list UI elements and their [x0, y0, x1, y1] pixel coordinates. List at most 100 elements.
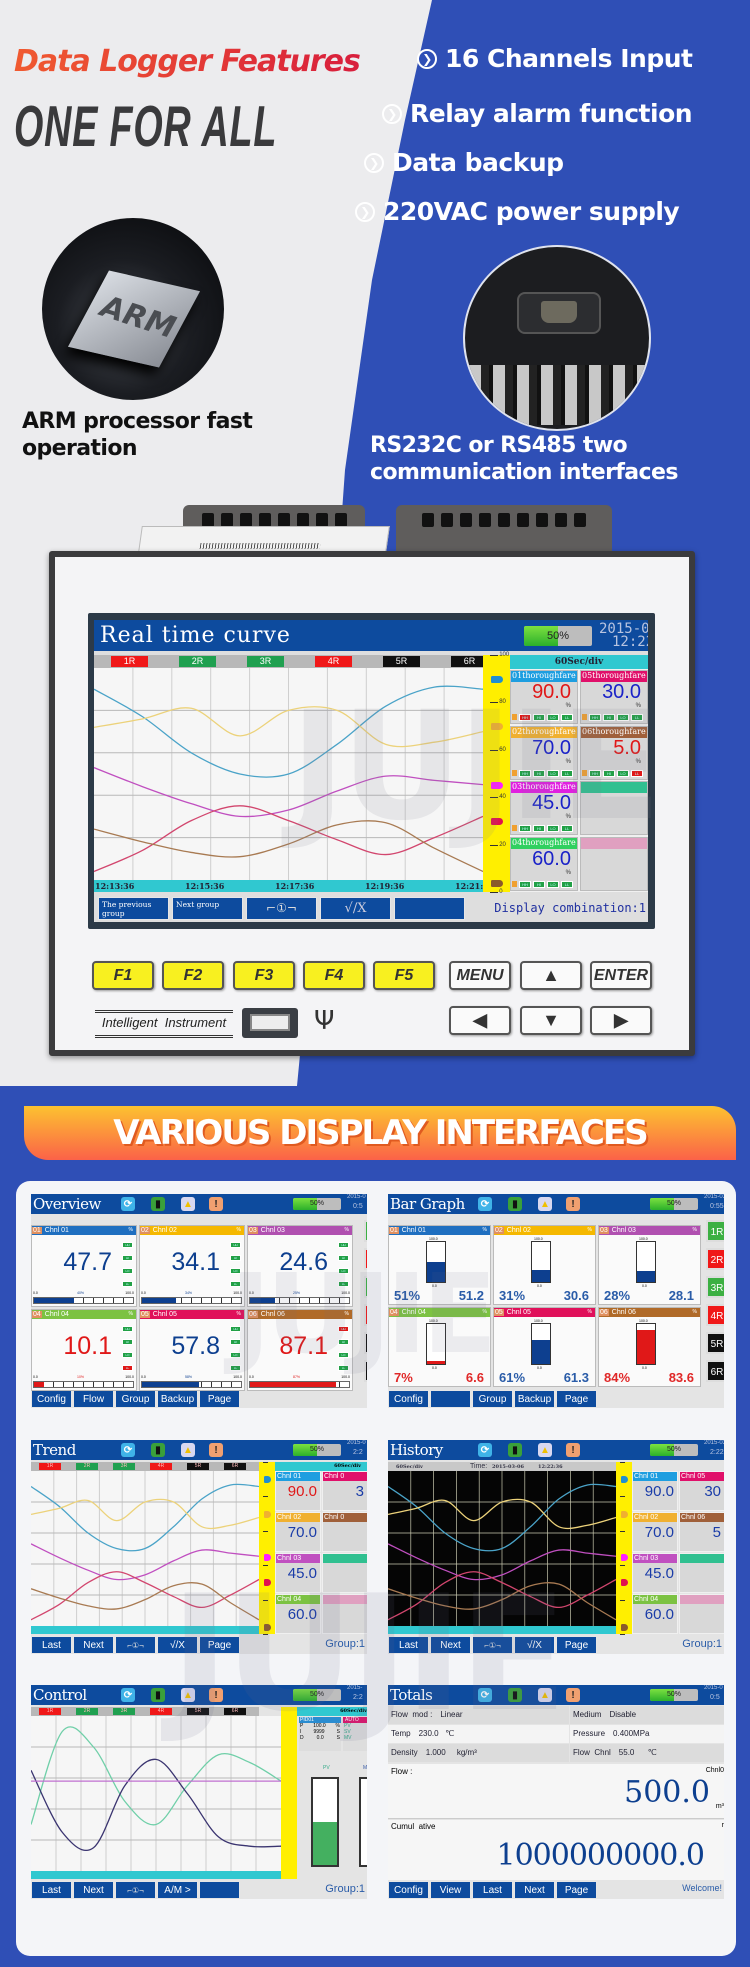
relay-indicator: 1R	[111, 656, 148, 667]
range-max: 100.0	[233, 1291, 242, 1295]
page-button[interactable]: Page	[556, 1881, 597, 1899]
group-button[interactable]: Group	[115, 1390, 156, 1408]
screen-title: Control	[33, 1686, 87, 1704]
trend-curve	[94, 805, 483, 873]
channel-card: Chnl 06 5	[679, 1512, 724, 1552]
page-button[interactable]: Page	[199, 1636, 240, 1654]
last-button[interactable]: Last	[31, 1881, 72, 1899]
next-button[interactable]: Next	[430, 1636, 471, 1654]
channel-name: 03thoroughfare	[511, 782, 577, 793]
config-button[interactable]: Config	[388, 1390, 429, 1408]
blank-button[interactable]: ⌐①¬	[115, 1636, 156, 1654]
function-key[interactable]: F1	[92, 961, 154, 990]
trend-curve	[388, 1543, 616, 1581]
battery-indicator: 50%	[293, 1444, 341, 1456]
control-mode[interactable]: AUTO	[343, 1717, 367, 1723]
channel-index: 02	[494, 1227, 504, 1234]
channel-card: Chnl 03 45.0	[275, 1553, 321, 1593]
softkey-button[interactable]	[394, 897, 465, 920]
page-button[interactable]: Page	[556, 1390, 597, 1408]
channel-value: 24.6	[279, 1248, 328, 1276]
enter-key[interactable]: ENTER	[590, 961, 652, 990]
battery-label: 50%	[666, 1691, 681, 1698]
last-button[interactable]: Last	[472, 1881, 513, 1899]
button-label: √/X	[527, 1639, 542, 1651]
channel-card: Chnl 02 70.0	[632, 1512, 678, 1552]
vent-slot	[315, 513, 328, 527]
relay-indicator: 5R	[364, 1332, 367, 1354]
series-end-marker	[620, 1579, 628, 1587]
channel-card: Chnl 01 90.0	[632, 1471, 678, 1511]
relay-indicator: 6R	[364, 1360, 367, 1382]
channel-name: Chnl 01	[276, 1472, 320, 1481]
screen-header: Bar Graph ⟳ ▮ ▲! 50% 2015-03-0 0:55:2	[388, 1194, 724, 1214]
field-label: Temp	[391, 1729, 411, 1738]
percent-label: 10%	[77, 1375, 85, 1379]
blank-button[interactable]: ⌐①¬	[472, 1636, 513, 1654]
channel-card	[580, 836, 648, 891]
channel-card	[679, 1553, 724, 1593]
alarm-tag: LL	[561, 880, 573, 888]
last-button[interactable]: Last	[388, 1636, 429, 1654]
relay-status-row: 1R 2R 3R 4R 5R 6R	[94, 655, 488, 668]
series-end-marker	[620, 1553, 628, 1561]
channel-name: Chnl 03	[276, 1554, 320, 1563]
alarm-tag: HH	[589, 714, 601, 721]
vent-slot	[555, 513, 567, 527]
channel-name: Chnl 03	[633, 1554, 677, 1563]
next-button[interactable]: Next	[73, 1636, 114, 1654]
next-button[interactable]: Next	[514, 1881, 555, 1899]
softkey-button[interactable]: Next group	[172, 897, 243, 920]
warning-icon: !	[566, 1688, 580, 1702]
button-label: Flow	[82, 1393, 105, 1405]
page-button[interactable]: Page	[199, 1390, 240, 1408]
backup-button[interactable]: Backup	[157, 1390, 198, 1408]
x-button[interactable]: √/X	[157, 1636, 198, 1654]
blank-button[interactable]	[199, 1881, 240, 1899]
softkey-button[interactable]: The previous group	[98, 897, 169, 920]
down-arrow-key[interactable]: ▼	[520, 1006, 582, 1035]
y-tick-mark	[620, 1599, 625, 1601]
brand-label: Intelligent Instrument	[95, 1010, 233, 1038]
function-key[interactable]: F4	[303, 961, 365, 990]
softkey-button[interactable]: √/X	[320, 897, 391, 920]
x-button[interactable]: √/X	[514, 1636, 555, 1654]
config-button[interactable]: Config	[31, 1390, 72, 1408]
menu-key[interactable]: MENU	[449, 961, 511, 990]
group-button[interactable]: Group	[472, 1390, 513, 1408]
usb-icon: Ψ	[314, 1006, 335, 1036]
channel-name: Chnl 02	[633, 1513, 677, 1522]
backup-button[interactable]: Backup	[514, 1390, 555, 1408]
y-tick-mark	[489, 844, 498, 846]
function-key[interactable]: F5	[373, 961, 435, 990]
blank-button[interactable]	[430, 1390, 471, 1408]
right-arrow-key[interactable]: ▶	[590, 1006, 652, 1035]
function-key[interactable]: F3	[233, 961, 295, 990]
next-button[interactable]: Next	[73, 1881, 114, 1899]
cumulative-label: Cumul ative	[391, 1822, 436, 1831]
function-key[interactable]: F2	[162, 961, 224, 990]
softkey-button[interactable]: ⌐①¬	[246, 897, 317, 920]
screen-title: History	[390, 1441, 443, 1459]
blank-button[interactable]: ⌐①¬	[115, 1881, 156, 1899]
config-button[interactable]: Config	[388, 1881, 429, 1899]
level-progress-bar	[141, 1297, 242, 1304]
trend-curve	[31, 1498, 259, 1530]
usb-port[interactable]	[242, 1008, 298, 1038]
channel-card: 06 Chnl 06% 100.0 0.0 84% 83.6	[598, 1307, 701, 1387]
up-arrow-key[interactable]: ▲	[520, 961, 582, 990]
alarm-tag: LO	[230, 1268, 241, 1274]
page-button[interactable]: Page	[556, 1636, 597, 1654]
left-arrow-key[interactable]: ◀	[449, 1006, 511, 1035]
field-value: Linear	[440, 1710, 463, 1719]
view-button[interactable]: View	[430, 1881, 471, 1899]
am-button[interactable]: A/M >	[157, 1881, 198, 1899]
channel-value: 70.0	[644, 1524, 674, 1541]
y-tick-label: 40	[499, 794, 506, 801]
flow-button[interactable]: Flow	[73, 1390, 114, 1408]
screen-time: 2:2	[353, 1449, 363, 1456]
last-button[interactable]: Last	[31, 1636, 72, 1654]
channel-card: 04thoroughfare 60.0% HH HI LO LL	[510, 836, 578, 891]
alarm-tag: HI	[122, 1339, 133, 1345]
channel-card	[322, 1553, 367, 1593]
